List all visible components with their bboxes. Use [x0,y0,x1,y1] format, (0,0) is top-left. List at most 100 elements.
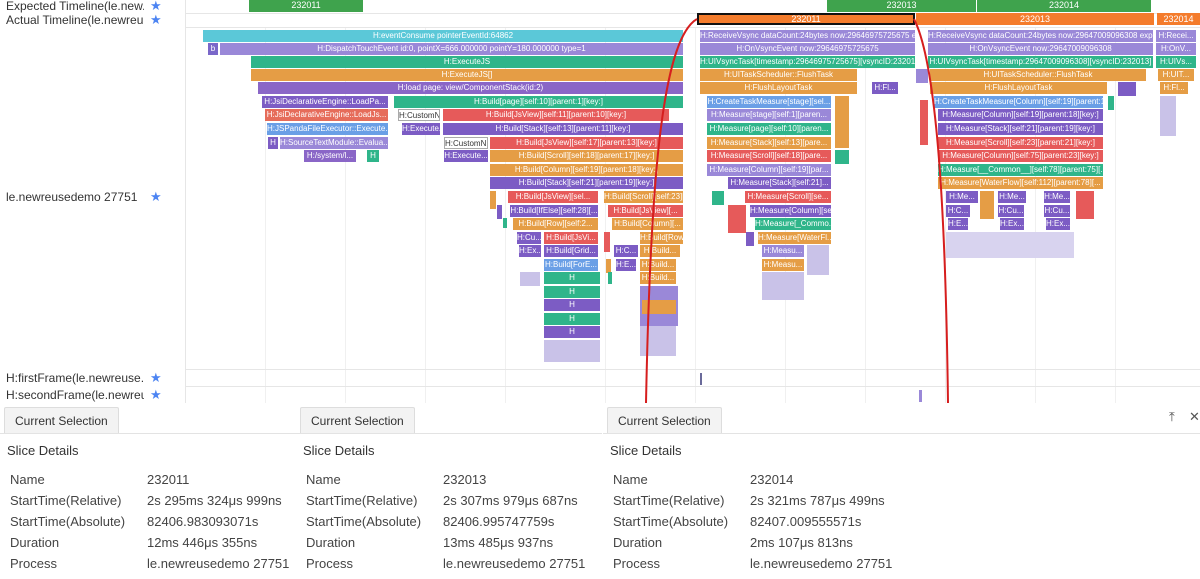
trace-slice[interactable]: H:Build[JsView][self:17][parent:13][key:… [490,137,683,149]
tab-current-selection[interactable]: Current Selection [4,407,119,434]
trace-slice[interactable]: H:Build... [640,259,676,271]
trace-slice[interactable]: H:CustomN... [444,137,488,149]
tab-current-selection[interactable]: Current Selection [300,407,415,434]
trace-slice[interactable]: H:Measure[_Commo... [755,218,831,230]
trace-slice[interactable]: H:Build[Column][self:19][parent:18][key:… [490,164,683,176]
trace-slice[interactable]: H:Build[Scroll][self:18][parent:17][key:… [490,150,683,162]
trace-slice[interactable]: H:Build[JsView][self:11][parent:10][key:… [443,109,669,121]
trace-slice[interactable]: H:Measure[__Common__][self:78][parent:75… [938,164,1103,176]
trace-slice[interactable]: H:Measure[Stack][self:13][pare... [707,137,831,149]
star-icon[interactable]: ★ [150,13,162,27]
trace-slice[interactable]: b [208,43,218,55]
trace-slice[interactable]: H:Me... [1044,191,1070,203]
trace-slice[interactable]: H [544,326,600,338]
trace-slice[interactable]: H:FlushLayoutTask [700,82,857,94]
field-value-process[interactable]: le.newreusedemo 27751 [443,556,586,571]
trace-slice[interactable]: H:Measure[Scroll][self:23][parent:21][ke… [938,137,1103,149]
trace-slice[interactable]: H:DispatchTouchEvent id:0, pointX=666.00… [220,43,683,55]
trace-slice[interactable]: H:ExecuteJS [251,56,683,68]
trace-slice[interactable]: H:Build[Row][... [640,232,683,244]
trace-slice[interactable]: H:JSPandaFileExecutor::Execute... [267,123,388,135]
trace-slice[interactable]: H [367,150,379,162]
trace-slice[interactable]: H:Build[Stack][self:21][parent:19][key:] [490,177,683,189]
trace-slice[interactable]: H:FlushLayoutTask [930,82,1107,94]
trace-slice[interactable]: H:Build[Stack][self:13][parent:11][key:] [443,123,683,135]
trace-slice[interactable]: H:OnVsyncEvent now:29647009096308 [928,43,1153,55]
tab-current-selection[interactable]: Current Selection [607,407,722,434]
trace-slice[interactable]: H [544,272,600,284]
expected-frame-232011[interactable]: 232011 [249,0,363,12]
trace-slice[interactable]: H:Execute... [444,150,488,162]
trace-slice[interactable]: H:OnV... [1156,43,1196,55]
trace-slice[interactable]: H:Measure[Scroll][self:18][pare... [707,150,831,162]
trace-slice[interactable]: H:Measure[Column][self:19][parent:18][ke… [938,109,1103,121]
trace-slice[interactable]: H:E... [616,259,636,271]
trace-slice[interactable]: H:UIT... [1158,69,1194,81]
field-value-process[interactable]: le.newreusedemo 27751 [750,556,893,571]
row-second-frame[interactable]: H:secondFrame(le.newreus... ★ [0,388,185,403]
trace-slice[interactable]: H [544,286,600,298]
trace-slice[interactable]: H:UIVsyncTask[timestamp:29646975725675][… [700,56,915,68]
star-icon[interactable]: ★ [150,371,162,385]
trace-slice[interactable]: H:Build[page][self:10][parent:1][key:] [394,96,683,108]
trace-slice[interactable]: H:OnVsyncEvent now:29646975725675 [700,43,915,55]
actual-frame-232011[interactable]: 232011 [697,13,915,25]
trace-slice[interactable]: H:Measure[Stack][self:21]... [728,177,831,189]
expected-frame-232014[interactable]: 232014 [977,0,1151,12]
trace-slice[interactable]: H:Cu... [1044,205,1070,217]
close-icon[interactable]: ✕ [1189,409,1200,424]
trace-slice[interactable]: H:C... [614,245,638,257]
trace-slice[interactable]: H:Measure[WaterFlow][self:112][parent:78… [938,177,1103,189]
trace-slice[interactable]: H:Ex... [1000,218,1024,230]
trace-slice[interactable]: H:Measu... [762,259,804,271]
trace-slice[interactable]: H:Cu... [517,232,541,244]
trace-slice[interactable]: H:load page: view/ComponentStack(id:2) [258,82,683,94]
trace-slice[interactable]: H [268,137,278,149]
trace-slice[interactable]: H:Execute... [402,123,440,135]
star-icon[interactable]: ★ [150,190,162,204]
trace-slice[interactable]: H:Measure[Column][self:75][parent:23][ke… [938,150,1103,162]
trace-slice[interactable]: H:ReceiveVsync dataCount:24bytes now:296… [928,30,1153,42]
trace-slice[interactable]: H:JsiDeclarativeEngine::LoadPa... [262,96,388,108]
trace-slice[interactable]: H:ExecuteJS[] [251,69,683,81]
trace-slice[interactable]: H:Measure[page][self:10][paren... [707,123,831,135]
trace-slice[interactable]: H:Build[JsView][... [608,205,683,217]
trace-slice[interactable]: H:UITaskScheduler::FlushTask [700,69,857,81]
trace-slice[interactable]: H:Measu... [762,245,804,257]
trace-slice[interactable]: H:Build[Grid... [544,245,598,257]
actual-frame-232013[interactable]: 232013 [916,13,1154,25]
trace-slice[interactable]: H:eventConsume pointerEventId:64862 [203,30,683,42]
trace-slice[interactable]: H:Measure[Scroll][se... [745,191,831,203]
trace-slice[interactable]: H:/system/l... [304,150,356,162]
actual-frame-232014[interactable]: 232014 [1157,13,1200,25]
pin-icon[interactable]: ⤒ [1169,409,1175,424]
trace-slice[interactable]: H:CreateTaskMeasure[stage][sel... [707,96,831,108]
trace-slice[interactable]: H:Me... [946,191,978,203]
trace-slice[interactable]: H:JsiDeclarativeEngine::LoadJs... [265,109,388,121]
trace-slice[interactable]: H:Build[JsVi... [544,232,598,244]
row-first-frame[interactable]: H:firstFrame(le.newreuse... ★ [0,371,185,386]
trace-slice[interactable]: H:UIVs... [1156,56,1196,68]
trace-slice[interactable]: H:Measure[WaterFl... [758,232,831,244]
trace-slice[interactable]: H [544,313,600,325]
trace-slice[interactable]: H:Measure[Column][se... [750,205,831,217]
expected-frame-232013[interactable]: 232013 [827,0,976,12]
trace-slice[interactable]: H:Fl... [872,82,898,94]
row-expected-timeline[interactable]: Expected Timeline(le.new... ★ [0,0,185,13]
trace-slice[interactable]: H:Measure[stage][self:1][paren... [707,109,831,121]
trace-slice[interactable]: H:Build[ForE... [544,259,598,271]
trace-slice[interactable]: H:Build[Scroll][self:23][... [604,191,683,203]
trace-slice[interactable]: H [544,299,600,311]
trace-slice[interactable]: H:Fl... [1160,82,1188,94]
trace-slice[interactable]: H:CustomN... [398,109,440,121]
trace-slice[interactable]: H:ReceiveVsync dataCount:24bytes now:296… [700,30,915,42]
trace-slice[interactable]: H:Build[JsView][sel... [508,191,598,203]
trace-slice[interactable]: H:Recei... [1156,30,1196,42]
trace-slice[interactable]: H:E... [948,218,968,230]
trace-slice[interactable]: H:Measure[Stack][self:21][parent:19][key… [938,123,1103,135]
trace-slice[interactable]: H:UIVsyncTask[timestamp:29647009096308][… [928,56,1153,68]
trace-view[interactable]: 232011 232013 232014 232011 232013 23201… [0,0,1200,403]
trace-slice[interactable]: H:Build[Row][self:2... [513,218,598,230]
trace-slice[interactable]: H:CreateTaskMeasure[Column][self:19][par… [934,96,1103,108]
trace-slice[interactable]: H:Me... [998,191,1026,203]
